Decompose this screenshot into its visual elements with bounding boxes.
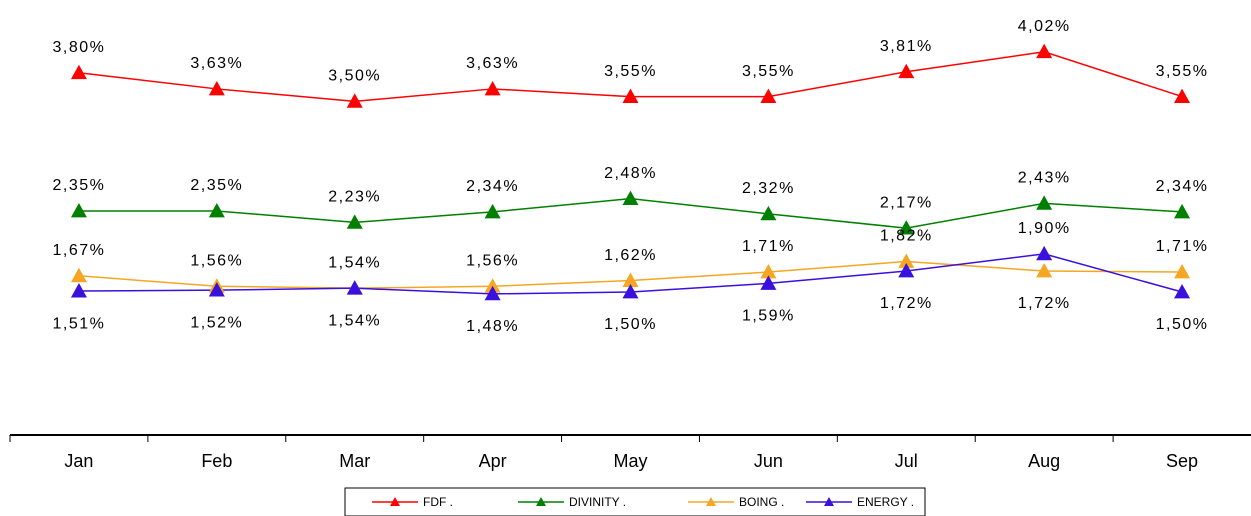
x-tick-label: Sep (1166, 451, 1198, 471)
legend-marker (536, 497, 546, 506)
legend-marker (706, 497, 716, 506)
marker (622, 190, 639, 205)
data-label: 2,17% (880, 194, 933, 211)
data-label: 1,48% (466, 318, 519, 335)
marker (70, 267, 87, 283)
x-tick-label: Feb (201, 451, 232, 471)
legend-box (344, 487, 926, 516)
data-label: 1,90% (1018, 220, 1071, 237)
data-label: 1,51% (53, 315, 106, 332)
x-tick-label: May (613, 451, 647, 471)
marker (1174, 284, 1191, 299)
data-label: 2,35% (53, 177, 106, 194)
marker (1036, 245, 1053, 261)
data-label: 2,34% (1156, 178, 1209, 195)
marker (760, 263, 777, 279)
data-label: 3,80% (53, 39, 106, 56)
data-label: 1,54% (328, 312, 381, 329)
marker (1036, 263, 1053, 278)
x-tick-label: Jul (895, 451, 918, 471)
marker (622, 88, 639, 103)
data-label: 1,50% (1156, 316, 1209, 333)
marker (898, 220, 915, 235)
marker (622, 272, 639, 287)
data-label: 1,59% (742, 308, 795, 325)
data-label: 1,72% (880, 295, 933, 312)
data-label: 2,23% (328, 189, 381, 206)
x-tick-label: Jun (754, 451, 783, 471)
data-label: 1,82% (880, 228, 933, 245)
marker (622, 284, 639, 299)
data-label: 2,35% (190, 177, 243, 194)
data-label: 1,72% (1018, 295, 1071, 312)
x-tick-label: Apr (479, 451, 507, 471)
marker (898, 253, 915, 268)
data-label: 1,62% (604, 247, 657, 264)
marker (346, 93, 363, 108)
data-label: 1,71% (1156, 238, 1209, 255)
legend-marker (390, 497, 400, 506)
marker (484, 80, 501, 96)
marker (898, 63, 915, 79)
legend-label: FDF . (423, 495, 453, 509)
data-label: 3,55% (1156, 63, 1209, 80)
x-tick-label: Aug (1028, 451, 1060, 471)
marker (1174, 203, 1191, 219)
marker (70, 64, 87, 80)
data-label: 2,43% (1018, 170, 1071, 187)
data-label: 2,32% (742, 180, 795, 197)
marker (208, 80, 225, 96)
legend-marker (824, 497, 834, 506)
marker (1036, 195, 1053, 210)
marker (70, 202, 87, 218)
data-label: 1,56% (190, 252, 243, 269)
data-label: 2,34% (466, 178, 519, 195)
marker (1174, 88, 1191, 103)
marker (1174, 263, 1191, 279)
marker (1036, 43, 1053, 59)
data-label: 3,55% (742, 63, 795, 80)
marker (70, 283, 87, 298)
data-label: 3,63% (466, 55, 519, 72)
marker (760, 275, 777, 290)
data-label: 1,56% (466, 252, 519, 269)
data-label: 1,71% (742, 238, 795, 255)
x-tick-label: Jan (64, 451, 93, 471)
data-label: 3,50% (328, 68, 381, 85)
marker (346, 214, 363, 229)
data-label: 1,50% (604, 316, 657, 333)
marker (760, 88, 777, 103)
marker (484, 203, 501, 219)
marker (208, 282, 225, 297)
data-label: 3,55% (604, 63, 657, 80)
data-label: 1,67% (53, 242, 106, 259)
data-label: 1,54% (328, 254, 381, 271)
marker (484, 285, 501, 301)
data-label: 1,52% (190, 314, 243, 331)
x-tick-label: Mar (339, 451, 370, 471)
marker (484, 278, 501, 293)
marker (760, 205, 777, 221)
legend-label: BOING . (739, 495, 784, 509)
data-label: 2,48% (604, 165, 657, 182)
data-label: 4,02% (1018, 18, 1071, 35)
data-label: 3,81% (880, 38, 933, 55)
marker (346, 280, 363, 295)
marker (208, 202, 225, 218)
marker (898, 263, 915, 278)
legend-label: DIVINITY . (569, 495, 626, 509)
legend-label: ENERGY . (857, 495, 914, 509)
data-label: 3,63% (190, 55, 243, 72)
